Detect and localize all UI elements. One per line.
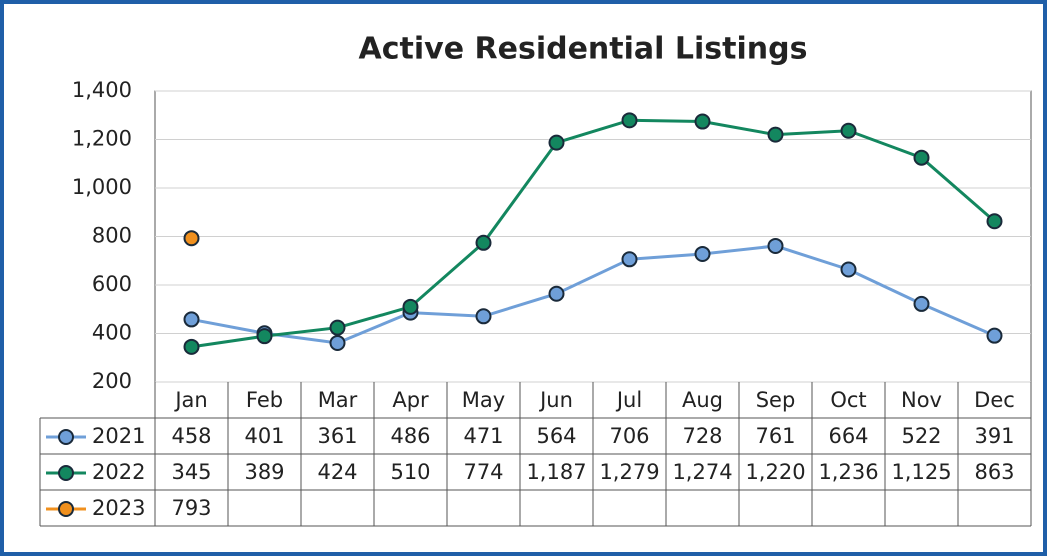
table-value: 1,236 [818, 460, 878, 484]
point [329, 334, 346, 351]
table-value: 522 [901, 424, 941, 448]
legend-label: 2021 [92, 424, 145, 448]
x-tick-label: Jan [173, 388, 207, 412]
x-tick-label: Nov [901, 388, 942, 412]
table-value: 391 [974, 424, 1014, 448]
x-tick-label: Sep [756, 388, 796, 412]
table-value: 774 [463, 460, 503, 484]
x-tick-label: Mar [318, 388, 358, 412]
table-value: 510 [390, 460, 430, 484]
x-tick-label: Jun [538, 388, 573, 412]
point [621, 251, 638, 268]
table-value: 1,279 [599, 460, 659, 484]
point [548, 134, 565, 151]
point [694, 245, 711, 262]
x-tick-label: May [462, 388, 505, 412]
point [548, 285, 565, 302]
table-value: 471 [463, 424, 503, 448]
table-value: 564 [536, 424, 576, 448]
point [767, 237, 784, 254]
point [621, 112, 638, 129]
point [183, 311, 200, 328]
legend-label: 2023 [92, 496, 145, 520]
table-value: 458 [171, 424, 211, 448]
table-value: 728 [682, 424, 722, 448]
table-value: 401 [244, 424, 284, 448]
table-value: 1,187 [526, 460, 586, 484]
legend-marker [58, 465, 74, 481]
point [402, 298, 419, 315]
series-line [191, 118, 996, 349]
point [840, 122, 857, 139]
point [913, 149, 930, 166]
table-value: 345 [171, 460, 211, 484]
x-tick-label: Jul [615, 388, 642, 412]
y-tick-label: 800 [92, 224, 132, 248]
table-value: 486 [390, 424, 430, 448]
legend-label: 2022 [92, 460, 145, 484]
table-value: 706 [609, 424, 649, 448]
y-tick-label: 400 [92, 321, 132, 345]
table-value: 664 [828, 424, 868, 448]
point [767, 126, 784, 143]
table-value: 389 [244, 460, 284, 484]
table-value: 1,125 [891, 460, 951, 484]
point [183, 338, 200, 355]
legend-marker [58, 429, 74, 445]
point [256, 328, 273, 345]
series-line [191, 244, 996, 345]
x-tick-label: Apr [392, 388, 429, 412]
point [913, 295, 930, 312]
y-tick-label: 200 [92, 369, 132, 393]
y-tick-label: 600 [92, 272, 132, 296]
table-value: 424 [317, 460, 357, 484]
table-value: 1,274 [672, 460, 732, 484]
x-tick-label: Feb [246, 388, 283, 412]
y-tick-label: 1,200 [72, 127, 132, 151]
table-value: 793 [171, 496, 211, 520]
point [329, 319, 346, 336]
y-tick-label: 1,400 [72, 78, 132, 102]
table-value: 863 [974, 460, 1014, 484]
point [475, 234, 492, 251]
legend-marker [58, 501, 74, 517]
x-tick-label: Dec [974, 388, 1015, 412]
table-value: 761 [755, 424, 795, 448]
point [986, 327, 1003, 344]
point [475, 308, 492, 325]
point [986, 213, 1003, 230]
x-tick-label: Aug [682, 388, 723, 412]
point [840, 261, 857, 278]
table-value: 1,220 [745, 460, 805, 484]
point [183, 230, 200, 247]
chart-title: Active Residential Listings [359, 32, 808, 67]
y-tick-label: 1,000 [72, 175, 132, 199]
point [694, 113, 711, 130]
x-tick-label: Oct [830, 388, 866, 412]
table-value: 361 [317, 424, 357, 448]
